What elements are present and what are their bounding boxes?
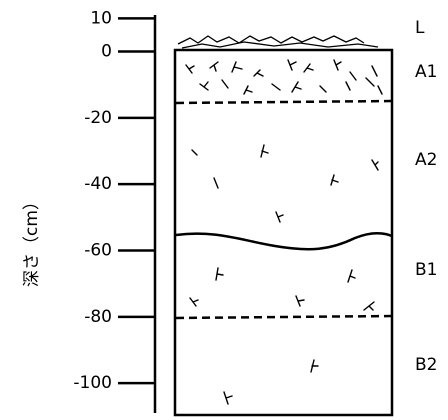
horizon-label: A1: [415, 62, 437, 82]
horizon-label: A2: [415, 150, 437, 170]
tick-label: -80: [84, 307, 112, 327]
tick-label: -20: [84, 108, 112, 128]
profile: [173, 35, 394, 417]
tick-label: -40: [84, 174, 112, 194]
axis-label: 深さ（cm）: [22, 193, 42, 287]
horizon-label: B1: [415, 260, 437, 280]
tick-label: -100: [73, 373, 112, 393]
tick-label: 10: [90, 8, 112, 28]
horizon-label: B2: [415, 355, 437, 375]
tick-label: 0: [101, 41, 112, 61]
tick-label: -60: [84, 240, 112, 260]
horizon-label: L: [415, 18, 425, 38]
